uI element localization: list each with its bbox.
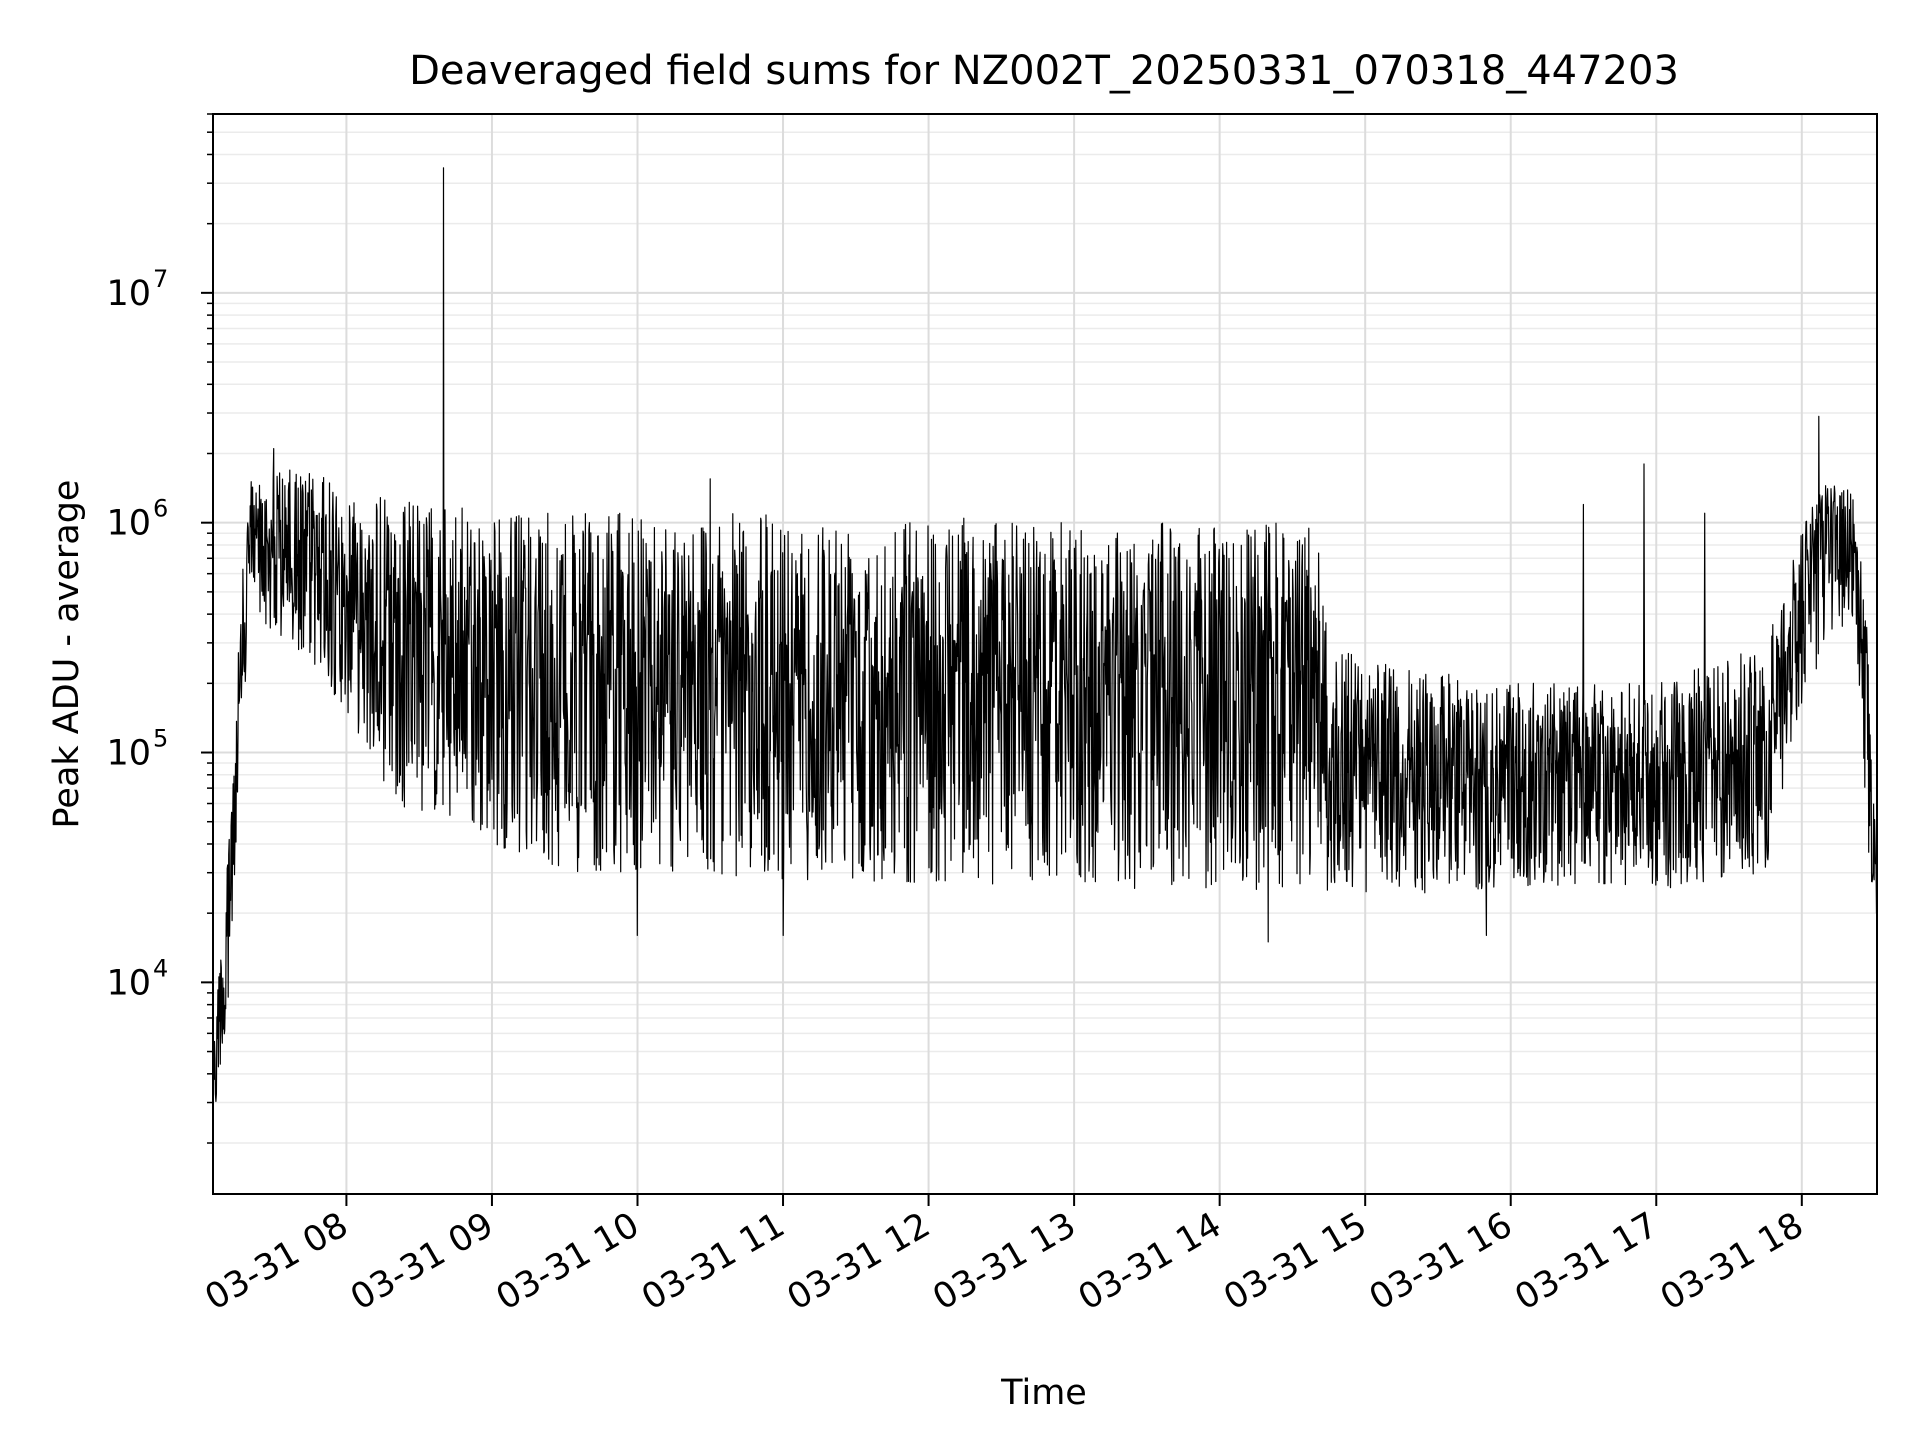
series-line [212,167,1878,1118]
x-axis-label: Time [1000,1373,1087,1413]
y-tick-exponent: 7 [153,265,168,293]
plot-line [212,167,1878,1118]
plot-frame [212,113,1878,1195]
y-tick-exponent: 5 [153,725,168,753]
y-tick-label: 10 [106,963,151,1003]
chart-title: Deaveraged field sums for NZ002T_2025033… [409,48,1679,94]
y-tick-label: 10 [106,274,151,314]
y-axis-label: Peak ADU - average [47,480,87,829]
y-tick-label: 10 [106,734,151,774]
y-tick-exponent: 4 [153,954,168,982]
y-tick-label: 10 [106,504,151,544]
y-tick-exponent: 6 [153,495,168,523]
